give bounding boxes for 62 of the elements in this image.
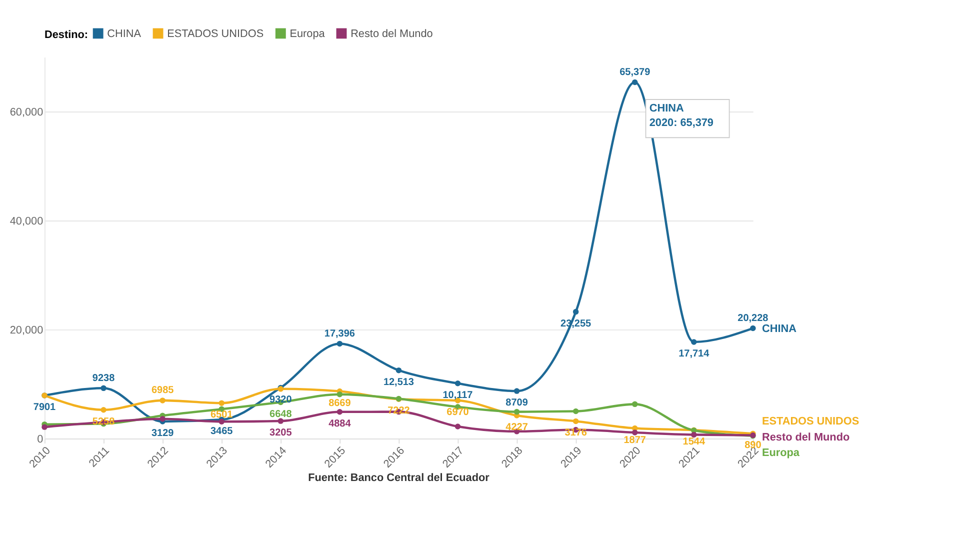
point (514, 408, 520, 415)
point (160, 398, 166, 404)
data-label: 3465 (210, 426, 234, 438)
data-label: 17,396 (324, 328, 356, 340)
data-label: 5258 (92, 416, 116, 428)
point (632, 401, 638, 408)
point (160, 416, 166, 422)
text: ESTADOS UNIDOS (762, 416, 860, 428)
data-label: 65,379 (620, 66, 651, 78)
legend-title: Destino: (44, 28, 88, 41)
data-label: 10,117 (442, 390, 474, 401)
point (454, 380, 461, 386)
data-label: 8669 (328, 398, 352, 409)
point (218, 400, 224, 406)
text: Resto del Mundo (762, 432, 850, 444)
point (572, 418, 579, 424)
source-note: Fuente: Banco Central del Ecuador (308, 472, 490, 484)
legend-label: CHINA (107, 28, 142, 40)
data-label: 3205 (270, 428, 292, 439)
data-label: 1544 (682, 436, 706, 448)
data-label: 6648 (270, 408, 292, 420)
point (454, 424, 461, 430)
data-label: 7901 (33, 402, 56, 413)
point (572, 308, 579, 315)
point (572, 408, 579, 414)
point (336, 340, 343, 347)
data-label: 8709 (506, 398, 528, 409)
data-label: 6501 (210, 410, 234, 421)
point (278, 418, 284, 424)
data-label: 6970 (446, 407, 470, 418)
legend-label: Resto del Mundo (350, 28, 433, 40)
y-tick-label: 40,000 (10, 216, 44, 228)
data-label: 20,228 (738, 313, 769, 324)
data-label: 4884 (328, 418, 352, 430)
text: Europa (762, 446, 800, 459)
data-label: 17,714 (678, 348, 710, 360)
data-label: 4227 (506, 422, 528, 434)
point (632, 430, 638, 436)
y-tick-label: 20,000 (10, 324, 44, 337)
point (632, 79, 638, 86)
y-tick-label: 60,000 (10, 106, 44, 119)
point (396, 367, 402, 374)
point (691, 432, 697, 438)
legend-label: Europa (290, 28, 326, 40)
point (514, 388, 520, 394)
data-label: 1877 (624, 434, 646, 446)
data-label: 3176 (564, 428, 588, 439)
text: CHINA (762, 322, 796, 335)
legend-label: ESTADOS UNIDOS (167, 28, 264, 40)
data-label: 9238 (92, 372, 116, 384)
y-tick-label: 0 (37, 434, 44, 446)
data-label: 12,513 (383, 376, 414, 388)
point (691, 339, 697, 345)
point (42, 424, 48, 430)
data-label: 3129 (151, 428, 174, 439)
point (100, 385, 106, 392)
data-label: 6985 (151, 385, 174, 396)
point (336, 392, 343, 398)
point (750, 325, 756, 332)
point (100, 406, 106, 413)
annotation: CHINA 2020: 65,379 (649, 102, 714, 129)
point (336, 409, 343, 415)
